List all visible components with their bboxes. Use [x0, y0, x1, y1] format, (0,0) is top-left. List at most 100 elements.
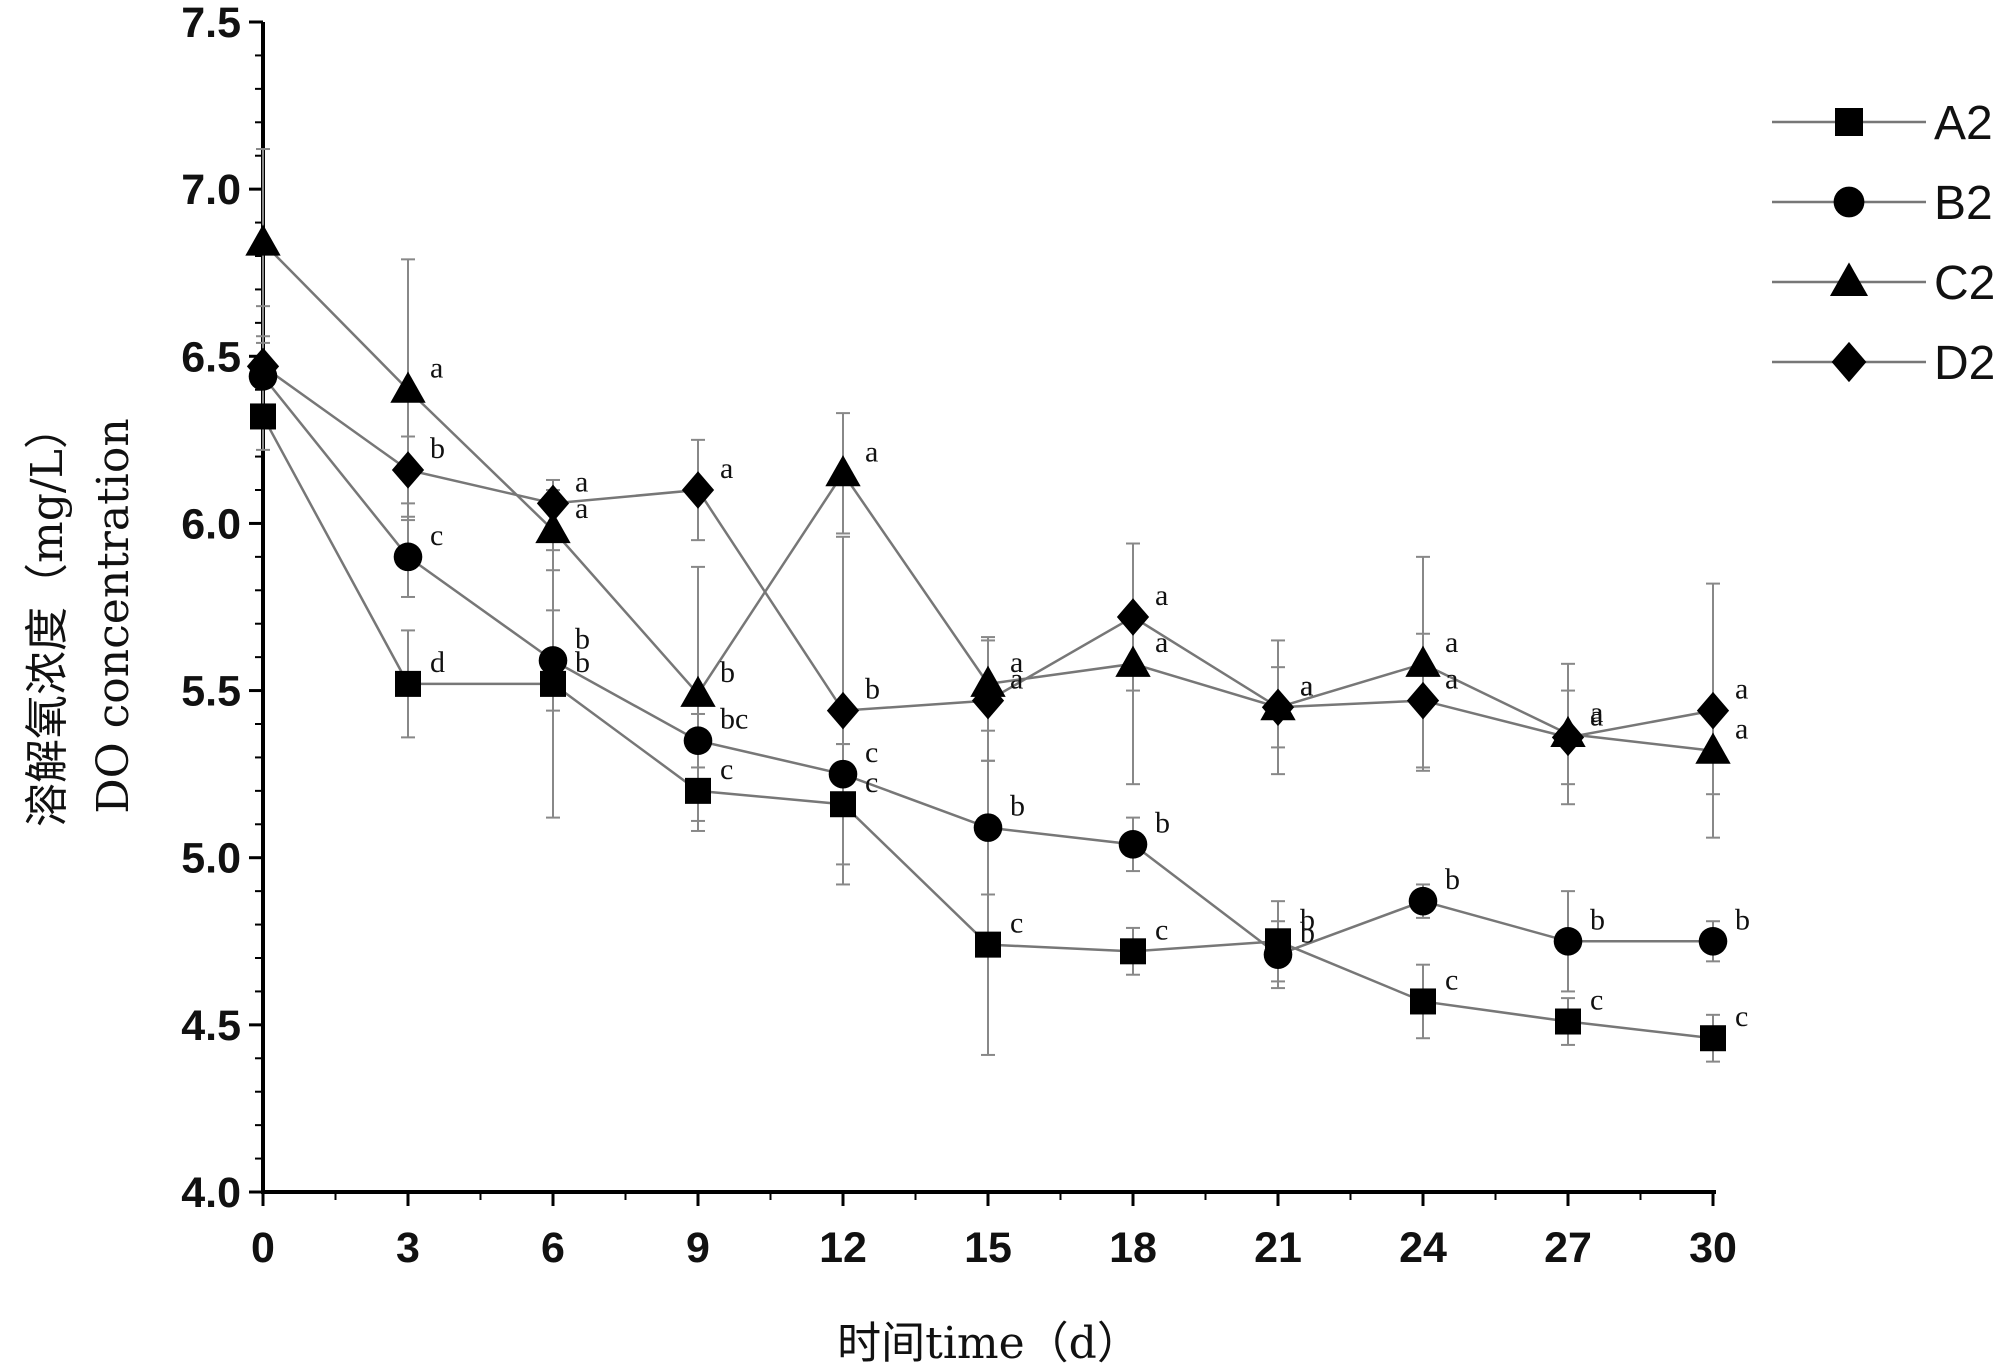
data-point-d2 [1116, 598, 1150, 636]
y-axis-title-line2: DO concentration [88, 418, 139, 813]
data-point-d2 [391, 451, 425, 489]
sig-label-d2: a [1300, 669, 1313, 702]
data-point-c2 [680, 675, 716, 707]
sig-label-a2: c [1735, 1000, 1748, 1033]
legend-marker-b2 [1833, 186, 1865, 218]
data-point-d2 [246, 347, 280, 386]
data-point-d2 [681, 471, 715, 509]
x-tick-label: 27 [1544, 1224, 1592, 1272]
sig-label-d2: a [1590, 699, 1603, 732]
data-point-c2 [535, 511, 571, 544]
x-axis-title: 时间time（d） [837, 1318, 1141, 1369]
sig-label-b2: b [1590, 903, 1605, 936]
data-point-a2 [685, 777, 711, 804]
sig-label-b2: b [1445, 863, 1460, 896]
x-tick-label: 21 [1254, 1224, 1302, 1272]
data-point-b2 [1118, 830, 1148, 859]
data-point-c2 [390, 371, 426, 403]
data-point-b2 [1263, 940, 1293, 969]
data-point-c2 [1695, 732, 1731, 764]
data-point-d2 [536, 484, 570, 523]
sig-label-a2: b [575, 646, 590, 679]
sig-label-d2: b [430, 432, 445, 465]
y-tick-label: 6.5 [181, 333, 241, 381]
legend-marker-a2 [1835, 108, 1863, 136]
data-point-b2 [393, 542, 423, 572]
sig-label-a2: c [1445, 963, 1458, 996]
y-tick-label: 4.5 [181, 1002, 241, 1050]
sig-label-c2: a [575, 492, 588, 525]
sig-label-a2: c [720, 753, 733, 786]
x-tick-label: 12 [819, 1224, 867, 1272]
data-point-a2 [1555, 1008, 1581, 1035]
data-point-b2 [1553, 926, 1583, 956]
data-point-a2 [1120, 938, 1146, 965]
y-tick-label: 5.5 [181, 668, 241, 716]
sig-label-b2: b [1155, 806, 1170, 839]
sig-label-b2: c [430, 519, 443, 552]
sig-label-d2: a [1010, 663, 1023, 696]
sig-label-a2: c [1010, 907, 1023, 940]
data-point-a2 [975, 931, 1001, 958]
sig-label-b2: b [1300, 917, 1315, 950]
sig-label-d2: a [1445, 663, 1458, 696]
sig-label-d2: a [1155, 579, 1168, 612]
data-point-d2 [1551, 718, 1585, 757]
data-point-b2 [538, 646, 568, 675]
legend-label-c2: C2 [1934, 257, 1995, 310]
sig-label-c2: a [1590, 696, 1603, 729]
data-point-a2 [250, 403, 276, 430]
y-axis-title-line1: 溶解氧浓度（mg/L） [22, 405, 73, 827]
y-tick-label: 5.0 [181, 835, 241, 883]
sig-label-c2: a [865, 435, 878, 468]
ticks: 4.0 4.5 5.0 5.5 6.0 6.5 7.0 7.5 0 3 6 9 12 15 18 21 24 27… [181, 0, 1737, 1272]
data-point-b2 [973, 813, 1003, 842]
sig-label-d2: a [720, 452, 733, 485]
x-tick-label: 3 [396, 1224, 420, 1272]
data-point-b2 [683, 726, 713, 756]
sig-label-a2: c [1590, 984, 1603, 1017]
sig-label-b2: b [1735, 903, 1750, 936]
sig-label-c2: a [1155, 626, 1168, 659]
sig-label-d2: a [575, 465, 588, 498]
x-tick-label: 24 [1399, 1224, 1447, 1272]
data-point-d2 [1406, 681, 1440, 720]
legend-label-b2: B2 [1934, 177, 1993, 230]
data-point-b2 [1408, 886, 1438, 916]
data-point-d2 [1261, 688, 1295, 727]
y-tick-label: 7.0 [181, 166, 241, 214]
x-tick-label: 9 [686, 1224, 710, 1272]
legend: A2 B2 C2 D2 [1772, 97, 1995, 390]
sig-label-c2: a [1300, 669, 1313, 702]
legend-label-d2: D2 [1934, 337, 1995, 390]
sig-label-a2: c [1155, 913, 1168, 946]
sig-label-b2: bc [720, 703, 748, 736]
data-point-c2 [245, 224, 281, 256]
data-point-c2 [825, 455, 861, 487]
series-markers [245, 224, 1731, 1052]
y-tick-label: 4.0 [181, 1169, 241, 1217]
sig-label-d2: a [1735, 673, 1748, 706]
data-point-a2 [1410, 988, 1436, 1015]
data-point-d2 [826, 691, 860, 730]
x-tick-label: 15 [964, 1224, 1012, 1272]
data-point-d2 [971, 681, 1005, 720]
x-tick-label: 18 [1109, 1224, 1157, 1272]
data-point-d2 [1696, 691, 1730, 730]
sig-label-b2: c [865, 736, 878, 769]
sig-label-c2: a [1010, 646, 1023, 679]
x-tick-label: 0 [251, 1224, 275, 1272]
sig-label-a2: b [1300, 903, 1315, 936]
x-tick-label: 30 [1689, 1224, 1737, 1272]
data-point-a2 [1700, 1025, 1726, 1052]
legend-marker-d2 [1831, 341, 1867, 383]
sig-label-c2: b [720, 656, 735, 689]
sig-label-a2: d [430, 646, 445, 679]
sig-label-c2: a [1445, 626, 1458, 659]
data-point-a2 [540, 670, 566, 697]
data-point-c2 [970, 665, 1006, 697]
sig-label-a2: c [865, 766, 878, 799]
data-point-b2 [828, 759, 858, 789]
